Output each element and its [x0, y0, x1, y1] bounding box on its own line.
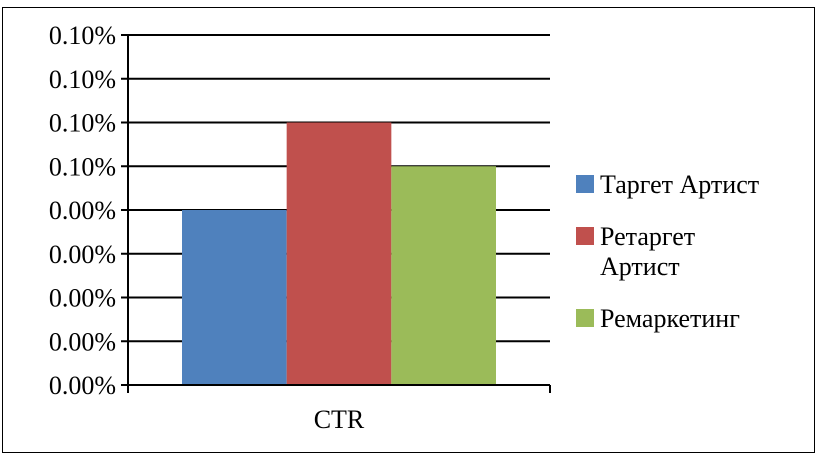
legend-swatch-1[interactable]	[576, 175, 594, 193]
y-tick-label: 0.00%	[49, 284, 116, 313]
y-tick-label: 0.10%	[49, 21, 116, 50]
y-tick-label: 0.00%	[49, 371, 116, 400]
legend-label-2: Ретаргет	[600, 222, 695, 251]
bar-1[interactable]	[182, 210, 287, 385]
y-tick-label: 0.10%	[49, 65, 116, 94]
y-tick-label: 0.00%	[49, 196, 116, 225]
bar-3[interactable]	[391, 166, 496, 385]
x-category-label: CTR	[314, 405, 365, 434]
y-tick-label: 0.10%	[49, 152, 116, 181]
y-tick-label: 0.10%	[49, 109, 116, 138]
legend-swatch-3[interactable]	[576, 309, 594, 327]
legend-swatch-2[interactable]	[576, 227, 594, 245]
y-tick-label: 0.00%	[49, 240, 116, 269]
y-tick-label: 0.00%	[49, 327, 116, 356]
legend-label-2: Артист	[600, 252, 680, 281]
legend-label-3: Ремаркетинг	[600, 304, 740, 333]
bar-2[interactable]	[286, 122, 392, 386]
legend-label-1: Таргет Артист	[600, 170, 759, 199]
